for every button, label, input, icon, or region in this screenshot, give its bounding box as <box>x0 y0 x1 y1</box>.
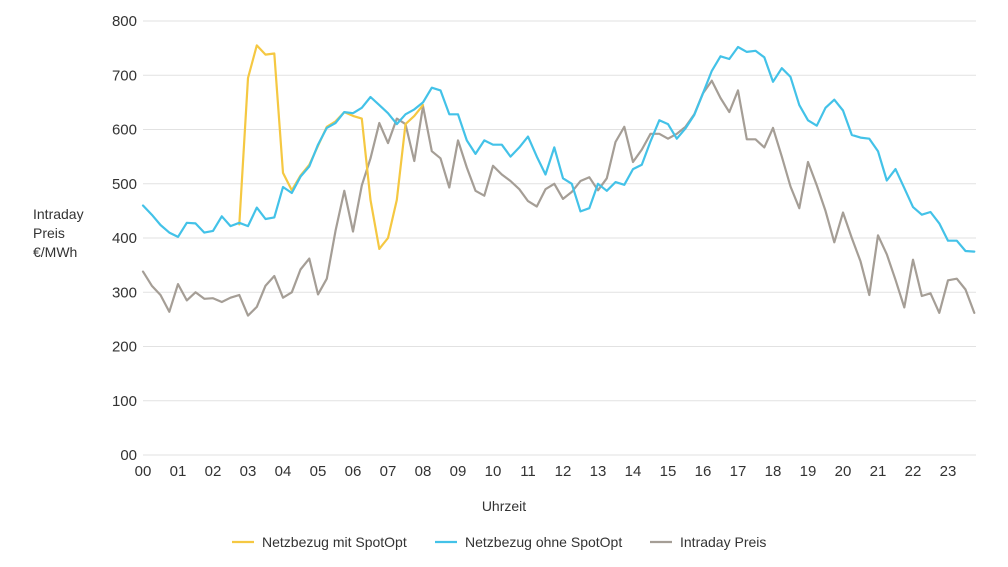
y-tick-label: 700 <box>112 67 137 84</box>
x-tick-label: 09 <box>450 463 467 480</box>
legend-item-intraday-preis: Intraday Preis <box>650 534 766 550</box>
x-tick-label: 08 <box>415 463 432 480</box>
x-tick-label: 11 <box>520 463 536 480</box>
x-tick-label: 02 <box>205 463 222 480</box>
x-tick-label: 21 <box>870 463 887 480</box>
y-axis-title-line-3: €/MWh <box>33 244 77 260</box>
y-tick-label: 600 <box>112 122 137 139</box>
x-tick-label: 17 <box>730 463 747 480</box>
y-tick-label: 300 <box>112 284 137 301</box>
x-tick-label: 04 <box>275 463 292 480</box>
y-tick-label: 00 <box>120 447 137 464</box>
y-tick-label: 200 <box>112 339 137 356</box>
y-tick-label: 400 <box>112 230 137 247</box>
y-tick-label: 100 <box>112 393 137 410</box>
series-line-netzbezug-ohne-spotopt <box>141 45 976 253</box>
x-tick-label: 20 <box>835 463 852 480</box>
x-tick-label: 00 <box>135 463 152 480</box>
x-axis-title: Uhrzeit <box>482 498 526 514</box>
legend-label-netzbezug-ohne-spotopt: Netzbezug ohne SpotOpt <box>465 534 622 550</box>
x-tick-label: 13 <box>590 463 607 480</box>
x-axis-ticks: 00 01 02 03 04 05 06 07 08 09 10 11 12 13 14 15 16 17 18 19… <box>135 463 957 480</box>
legend-label-netzbezug-mit-spotopt: Netzbezug mit SpotOpt <box>262 534 407 550</box>
legend-label-intraday-preis: Intraday Preis <box>680 534 766 550</box>
y-tick-label: 800 <box>112 13 137 30</box>
x-tick-label: 01 <box>170 463 187 480</box>
legend-item-netzbezug-mit-spotopt: Netzbezug mit SpotOpt <box>232 534 407 550</box>
x-tick-label: 23 <box>940 463 957 480</box>
x-tick-label: 10 <box>485 463 502 480</box>
x-tick-label: 19 <box>800 463 817 480</box>
y-axis-ticks: 00 100 200 300 400 500 600 700 800 <box>112 13 137 464</box>
legend: Netzbezug mit SpotOpt Netzbezug ohne Spo… <box>232 534 766 550</box>
x-tick-label: 05 <box>310 463 327 480</box>
y-axis-title: Intraday Preis €/MWh <box>33 206 84 260</box>
series-line-intraday-preis <box>141 79 976 317</box>
x-tick-label: 07 <box>380 463 397 480</box>
x-tick-label: 22 <box>905 463 922 480</box>
x-tick-label: 03 <box>240 463 257 480</box>
series-lines <box>141 44 976 317</box>
y-axis-title-line-1: Intraday <box>33 206 84 222</box>
x-tick-label: 14 <box>625 463 642 480</box>
y-axis-title-line-2: Preis <box>33 225 65 241</box>
x-tick-label: 06 <box>345 463 362 480</box>
series-line-netzbezug-mit-spotopt <box>238 44 425 250</box>
x-tick-label: 15 <box>660 463 677 480</box>
y-tick-label: 500 <box>112 176 137 193</box>
x-tick-label: 12 <box>555 463 572 480</box>
x-tick-label: 16 <box>695 463 712 480</box>
x-tick-label: 18 <box>765 463 782 480</box>
legend-item-netzbezug-ohne-spotopt: Netzbezug ohne SpotOpt <box>435 534 622 550</box>
